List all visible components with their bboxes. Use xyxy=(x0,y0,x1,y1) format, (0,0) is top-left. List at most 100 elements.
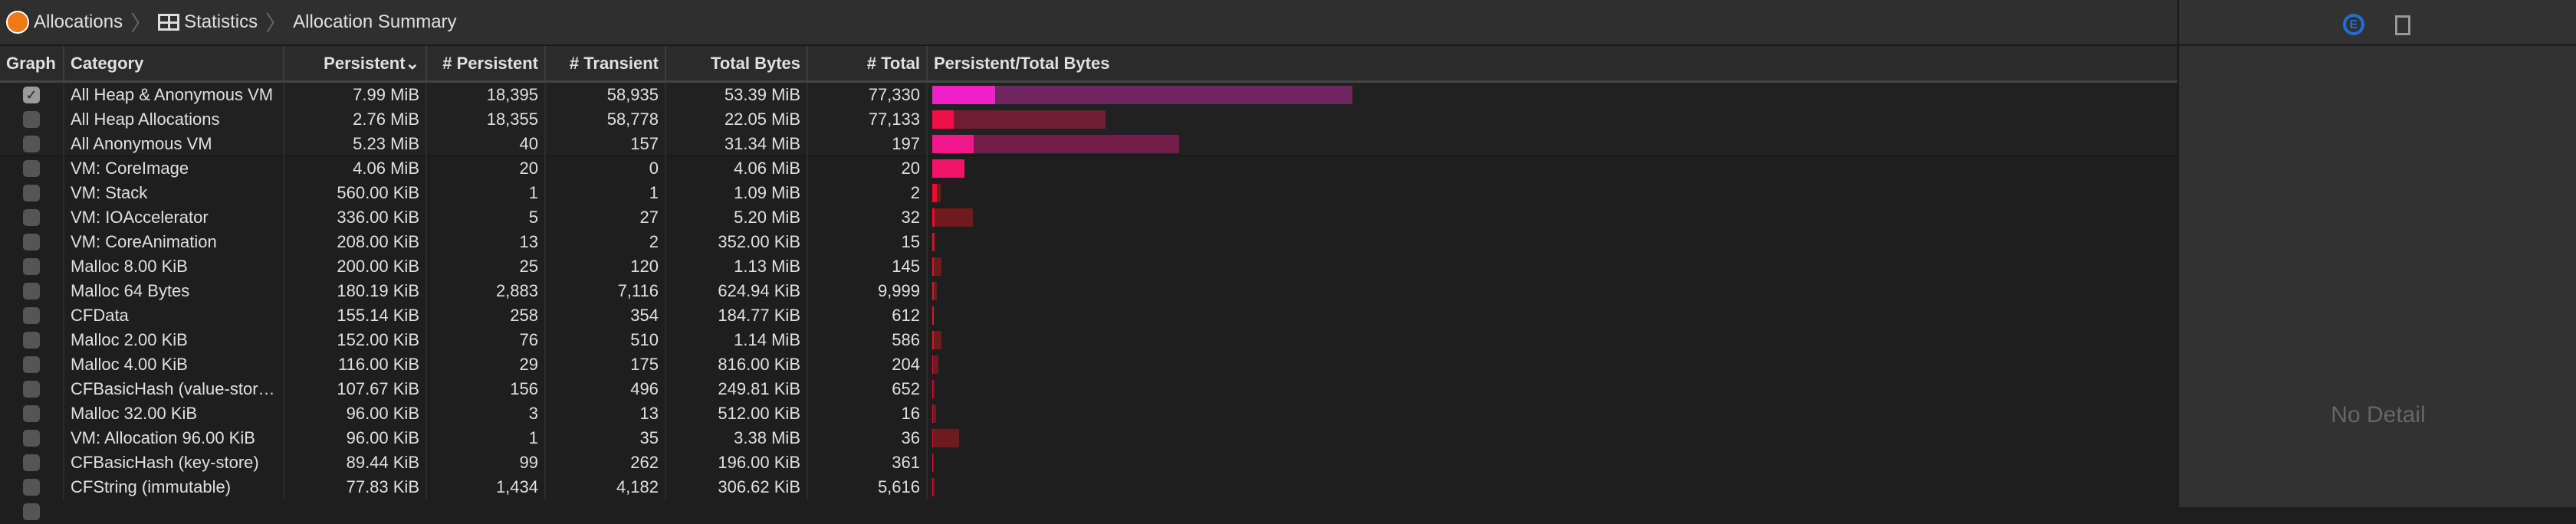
category-cell: All Heap & Anonymous VM xyxy=(64,83,284,107)
breadcrumb-allocations[interactable]: Allocations xyxy=(6,11,123,34)
n-transient-cell: 157 xyxy=(546,132,666,156)
persistent-bytes-bar xyxy=(932,454,933,472)
graph-cell xyxy=(0,254,64,279)
persistent-bytes-bar xyxy=(932,380,934,398)
total-bytes-bar xyxy=(932,110,1106,129)
table-row[interactable]: ✓ All Heap & Anonymous VM 7.99 MiB 18,395 58… xyxy=(0,83,2177,107)
extended-detail-icon[interactable]: E xyxy=(2343,14,2364,35)
breadcrumb-allocation-summary[interactable]: Allocation Summary xyxy=(293,11,456,33)
table-row[interactable]: CFBasicHash (key-store) 89.44 KiB 99 262 196… xyxy=(0,450,2177,475)
persistent-bytes-bar xyxy=(932,404,933,423)
column-n-total[interactable]: # Total xyxy=(808,46,928,80)
total-bytes-cell: 22.05 MiB xyxy=(666,107,808,132)
graph-checkbox[interactable] xyxy=(23,454,40,471)
category-cell: CFData xyxy=(64,303,284,328)
column-n-transient[interactable]: # Transient xyxy=(546,46,666,80)
graph-checkbox[interactable] xyxy=(23,356,40,373)
total-bytes-bar xyxy=(932,257,941,276)
table-row[interactable]: VM: IOAccelerator 336.00 KiB 5 27 5.20 MiB 32 xyxy=(0,205,2177,230)
total-bytes-cell: 3.38 MiB xyxy=(666,426,808,450)
table-row[interactable] xyxy=(0,499,2177,524)
persistent-cell: 2.76 MiB xyxy=(284,107,427,132)
persistent-bytes-bar xyxy=(932,110,955,129)
total-bytes-bar xyxy=(932,86,1352,104)
graph-checkbox[interactable] xyxy=(23,209,40,226)
column-n-persistent[interactable]: # Persistent xyxy=(427,46,546,80)
graph-cell xyxy=(0,401,64,426)
table-row[interactable]: Malloc 4.00 KiB 116.00 KiB 29 175 816.00 KiB… xyxy=(0,352,2177,377)
total-bytes-bar xyxy=(932,404,937,423)
graph-checkbox[interactable] xyxy=(23,307,40,324)
column-label: Persistent xyxy=(324,54,406,73)
detail-toolbar: E xyxy=(2179,0,2576,46)
n-total-cell: 197 xyxy=(808,132,928,156)
total-bytes-bar xyxy=(932,454,934,472)
persistent-cell: 5.23 MiB xyxy=(284,132,427,156)
graph-checkbox[interactable] xyxy=(23,234,40,251)
persistent-bytes-bar xyxy=(932,282,934,300)
graph-checkbox[interactable] xyxy=(23,185,40,201)
persistent-bytes-bar xyxy=(932,331,934,349)
table-row[interactable]: VM: CoreImage 4.06 MiB 20 0 4.06 MiB 20 xyxy=(0,156,2177,181)
persistent-cell: 77.83 KiB xyxy=(284,475,427,499)
graph-checkbox[interactable] xyxy=(23,332,40,349)
table-row[interactable]: VM: Allocation 96.00 KiB 96.00 KiB 1 35 3.38… xyxy=(0,426,2177,450)
n-transient-cell: 1 xyxy=(546,181,666,205)
graph-checkbox[interactable] xyxy=(23,430,40,447)
document-icon[interactable] xyxy=(2395,15,2410,35)
persistent-bytes-bar xyxy=(932,355,934,374)
column-category[interactable]: Category xyxy=(64,46,284,80)
graph-checkbox[interactable] xyxy=(23,503,40,520)
table-row[interactable]: Malloc 8.00 KiB 200.00 KiB 25 120 1.13 MiB 14… xyxy=(0,254,2177,279)
graph-checkbox[interactable] xyxy=(23,283,40,300)
n-transient-cell: 4,182 xyxy=(546,475,666,499)
total-bytes-bar xyxy=(932,331,941,349)
table-row[interactable]: CFString (immutable) 77.83 KiB 1,434 4,182 3… xyxy=(0,475,2177,499)
table-row[interactable]: CFBasicHash (value-stor… 107.67 KiB 156 496… xyxy=(0,377,2177,401)
chevron-right-icon: 〉 xyxy=(265,11,288,35)
persistent-bytes-bar xyxy=(932,306,934,325)
total-bytes-cell: 352.00 KiB xyxy=(666,230,808,254)
table-row[interactable]: Malloc 32.00 KiB 96.00 KiB 3 13 512.00 KiB 16 xyxy=(0,401,2177,426)
graph-checkbox[interactable] xyxy=(23,136,40,152)
persistent-bytes-bar xyxy=(932,86,995,104)
graph-checkbox[interactable]: ✓ xyxy=(23,87,40,103)
graph-cell xyxy=(0,181,64,205)
column-graph[interactable]: Graph xyxy=(0,46,64,80)
graph-checkbox[interactable] xyxy=(23,111,40,128)
graph-cell xyxy=(0,156,64,181)
graph-checkbox[interactable] xyxy=(23,160,40,177)
persistent-cell: 89.44 KiB xyxy=(284,450,427,475)
persistent-cell: 4.06 MiB xyxy=(284,156,427,181)
breadcrumb-label: Allocation Summary xyxy=(293,11,457,32)
breadcrumb-label: Statistics xyxy=(184,11,258,32)
n-persistent-cell: 258 xyxy=(427,303,546,328)
table-row[interactable]: Malloc 64 Bytes 180.19 KiB 2,883 7,116 624.9… xyxy=(0,279,2177,303)
graph-cell: ✓ xyxy=(0,83,64,107)
table-row[interactable]: VM: Stack 560.00 KiB 1 1 1.09 MiB 2 xyxy=(0,181,2177,205)
category-cell: VM: Stack xyxy=(64,181,284,205)
n-persistent-cell: 18,355 xyxy=(427,107,546,132)
graph-checkbox[interactable] xyxy=(23,405,40,422)
persistent-bytes-bar xyxy=(932,257,934,276)
graph-checkbox[interactable] xyxy=(23,258,40,275)
total-bytes-bar xyxy=(932,208,974,227)
table-row[interactable]: Malloc 2.00 KiB 152.00 KiB 76 510 1.14 MiB 58… xyxy=(0,328,2177,352)
table-row[interactable]: CFData 155.14 KiB 258 354 184.77 KiB 612 xyxy=(0,303,2177,328)
graph-checkbox[interactable] xyxy=(23,479,40,496)
column-total-bytes[interactable]: Total Bytes xyxy=(666,46,808,80)
column-persistent-total-bytes[interactable]: Persistent/Total Bytes xyxy=(934,54,1110,73)
graph-checkbox[interactable] xyxy=(23,381,40,398)
table-row[interactable]: VM: CoreAnimation 208.00 KiB 13 2 352.00 KiB… xyxy=(0,230,2177,254)
persistent-bytes-bar xyxy=(932,478,933,496)
breadcrumb-statistics[interactable]: Statistics xyxy=(158,11,258,33)
category-cell: VM: Allocation 96.00 KiB xyxy=(64,426,284,450)
n-persistent-cell: 1,434 xyxy=(427,475,546,499)
table-row[interactable]: All Heap Allocations 2.76 MiB 18,355 58,778… xyxy=(0,107,2177,132)
n-persistent-cell: 76 xyxy=(427,328,546,352)
total-bytes-bar xyxy=(932,282,938,300)
table-row[interactable]: All Anonymous VM 5.23 MiB 40 157 31.34 MiB 19… xyxy=(0,132,2177,156)
column-persistent[interactable]: Persistent⌄ xyxy=(284,46,427,80)
category-cell: Malloc 4.00 KiB xyxy=(64,352,284,377)
category-cell: VM: CoreImage xyxy=(64,156,284,181)
